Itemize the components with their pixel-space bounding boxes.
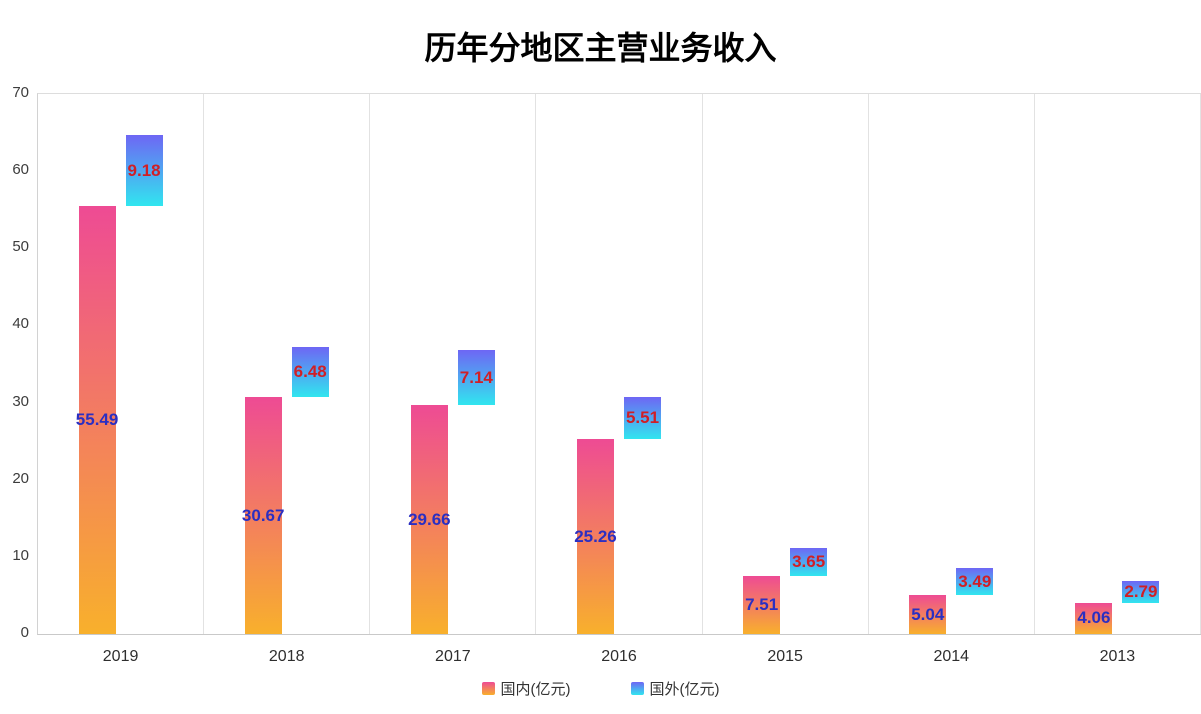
bar-domestic-2015: [743, 576, 781, 634]
bar-value-label: 5.51: [625, 407, 660, 427]
y-axis-tick-label: 40: [12, 315, 29, 333]
legend-item: 国内(亿元): [481, 678, 571, 699]
x-axis-label-2015: 2015: [767, 648, 803, 665]
x-axis-label-2018: 2018: [268, 648, 305, 665]
bar-foreign-2018: [291, 347, 329, 398]
legend-swatch-icon: [481, 682, 495, 695]
bar-foreign-2017: [457, 350, 495, 406]
plot-area: 55.49 9.18 2019 30.67 6.48 2018 29.66 7.14 2017 2…: [37, 93, 1201, 665]
bar-group-2018: 30.67 6.48 2018: [204, 94, 371, 665]
bar-group-2013: 4.06 2.79 2013: [1035, 94, 1201, 665]
bar-foreign-2013: [1122, 581, 1160, 603]
y-axis-tick-label: 70: [12, 84, 29, 101]
bar-value-label: 7.14: [459, 367, 493, 387]
bar-domestic-2018: [244, 397, 282, 634]
bar-value-label: 5.04: [911, 604, 945, 624]
bar-value-label: 3.65: [792, 551, 826, 571]
bar-value-label: 29.66: [408, 509, 451, 529]
bar-value-label: 55.49: [75, 409, 119, 429]
legend-swatch-icon: [630, 682, 644, 695]
bar-group-2016: 25.26 5.51 2016: [536, 94, 703, 665]
bar-group-2014: 5.04 3.49 2014: [869, 94, 1035, 665]
bar-foreign-2016: [623, 396, 661, 440]
y-axis-tick-label: 10: [12, 546, 29, 564]
legend-label: 国内(亿元): [500, 681, 571, 698]
bar-foreign-2015: [790, 547, 828, 577]
y-axis-tick-label: 30: [12, 392, 29, 410]
x-axis-label-2013: 2013: [1099, 648, 1136, 665]
legend-label: 国外(亿元): [649, 681, 720, 698]
y-axis-tick-label: 60: [12, 161, 29, 179]
bar-group-2015: 7.51 3.65 2015: [703, 94, 869, 665]
bar-value-label: 6.48: [293, 362, 327, 382]
bar-group-2019: 55.49 9.18 2019: [38, 94, 205, 665]
bar-groups: 55.49 9.18 2019 30.67 6.48 2018 29.66 7.14 2017 2…: [38, 94, 1201, 665]
bar-domestic-2014: [909, 595, 947, 634]
bar-domestic-2019: [78, 205, 116, 634]
bar-value-label: 3.49: [958, 571, 992, 591]
bar-group-2017: 29.66 7.14 2017: [370, 94, 537, 665]
chart-title: 历年分地区主营业务收入: [424, 30, 777, 66]
bar-value-label: 2.79: [1124, 581, 1158, 601]
bar-domestic-2013: [1075, 602, 1113, 634]
legend: 国内(亿元) 国外(亿元): [0, 678, 1201, 699]
legend-item: 国外(亿元): [630, 678, 720, 699]
bar-value-label: 30.67: [241, 505, 285, 525]
bar-domestic-2017: [410, 405, 448, 634]
bar-value-label: 4.06: [1077, 608, 1111, 628]
x-axis-label-2014: 2014: [933, 648, 970, 665]
bar-value-label: 9.18: [127, 160, 161, 180]
x-axis-label-2019: 2019: [102, 648, 139, 665]
bar-foreign-2014: [956, 568, 994, 596]
y-axis-tick-label: 50: [12, 238, 29, 256]
bar-domestic-2016: [576, 439, 614, 634]
x-axis-label-2016: 2016: [601, 648, 637, 665]
x-axis-label-2017: 2017: [435, 648, 471, 665]
y-axis-tick-label: 0: [20, 624, 29, 641]
bar-value-label: 25.26: [574, 526, 617, 546]
y-axis-tick-label: 20: [12, 469, 29, 487]
bar-foreign-2019: [125, 135, 163, 206]
bar-value-label: 7.51: [745, 595, 779, 615]
